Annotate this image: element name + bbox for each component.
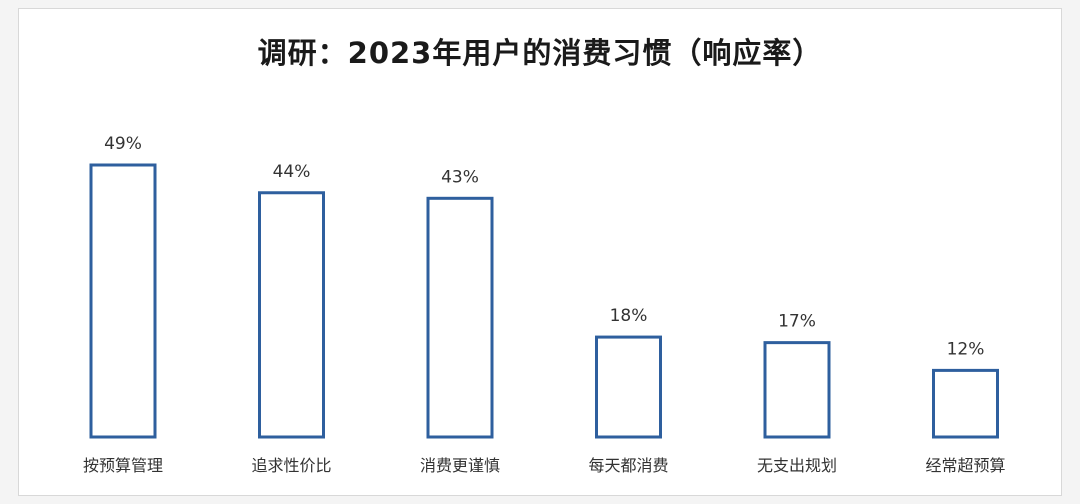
category-label-2: 追求性价比 <box>251 456 331 475</box>
data-label-3: 43% <box>441 167 479 187</box>
bar-5 <box>763 341 831 439</box>
data-label-2: 44% <box>273 162 311 182</box>
bar-3 <box>426 196 494 439</box>
data-label-5: 17% <box>778 312 816 332</box>
category-label-1: 按预算管理 <box>83 456 163 475</box>
bar-2 <box>258 191 325 439</box>
chart-card <box>18 8 1062 496</box>
bar-6 <box>932 368 999 439</box>
data-label-6: 12% <box>947 339 985 359</box>
bar-4 <box>595 335 662 439</box>
category-label-6: 经常超预算 <box>925 456 1005 475</box>
category-label-3: 消费更谨慎 <box>420 456 500 475</box>
bar-1 <box>89 163 157 439</box>
data-label-4: 18% <box>610 306 648 326</box>
data-label-1: 49% <box>104 134 142 154</box>
category-label-4: 每天都消费 <box>588 456 668 475</box>
chart-title: 调研：2023年用户的消费习惯（响应率） <box>257 36 823 70</box>
category-label-5: 无支出规划 <box>757 456 837 475</box>
